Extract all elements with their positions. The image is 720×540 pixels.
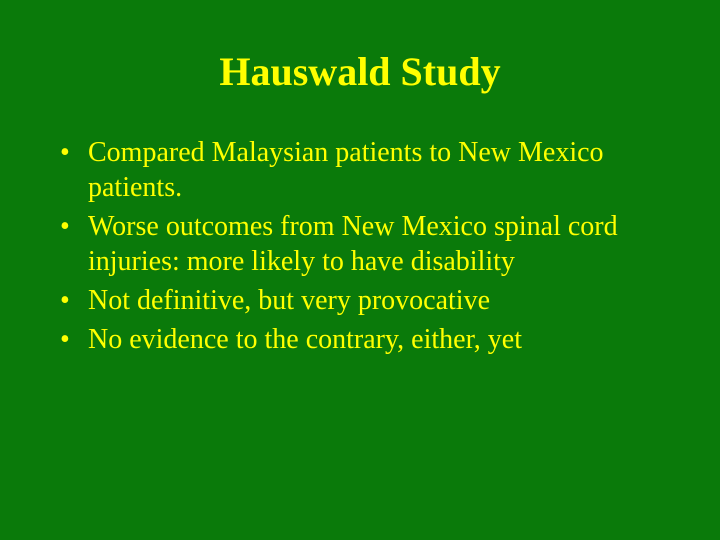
bullet-text: No evidence to the contrary, either, yet [88,322,670,357]
bullet-icon: • [58,135,88,170]
bullet-text: Not definitive, but very provocative [88,283,670,318]
slide-title: Hauswald Study [0,0,720,135]
list-item: • Compared Malaysian patients to New Mex… [58,135,670,205]
bullet-icon: • [58,322,88,357]
slide: Hauswald Study • Compared Malaysian pati… [0,0,720,540]
bullet-text: Compared Malaysian patients to New Mexic… [88,135,670,205]
list-item: • Worse outcomes from New Mexico spinal … [58,209,670,279]
list-item: • Not definitive, but very provocative [58,283,670,318]
bullet-icon: • [58,283,88,318]
list-item: • No evidence to the contrary, either, y… [58,322,670,357]
bullet-text: Worse outcomes from New Mexico spinal co… [88,209,670,279]
slide-content: • Compared Malaysian patients to New Mex… [0,135,720,357]
bullet-icon: • [58,209,88,244]
